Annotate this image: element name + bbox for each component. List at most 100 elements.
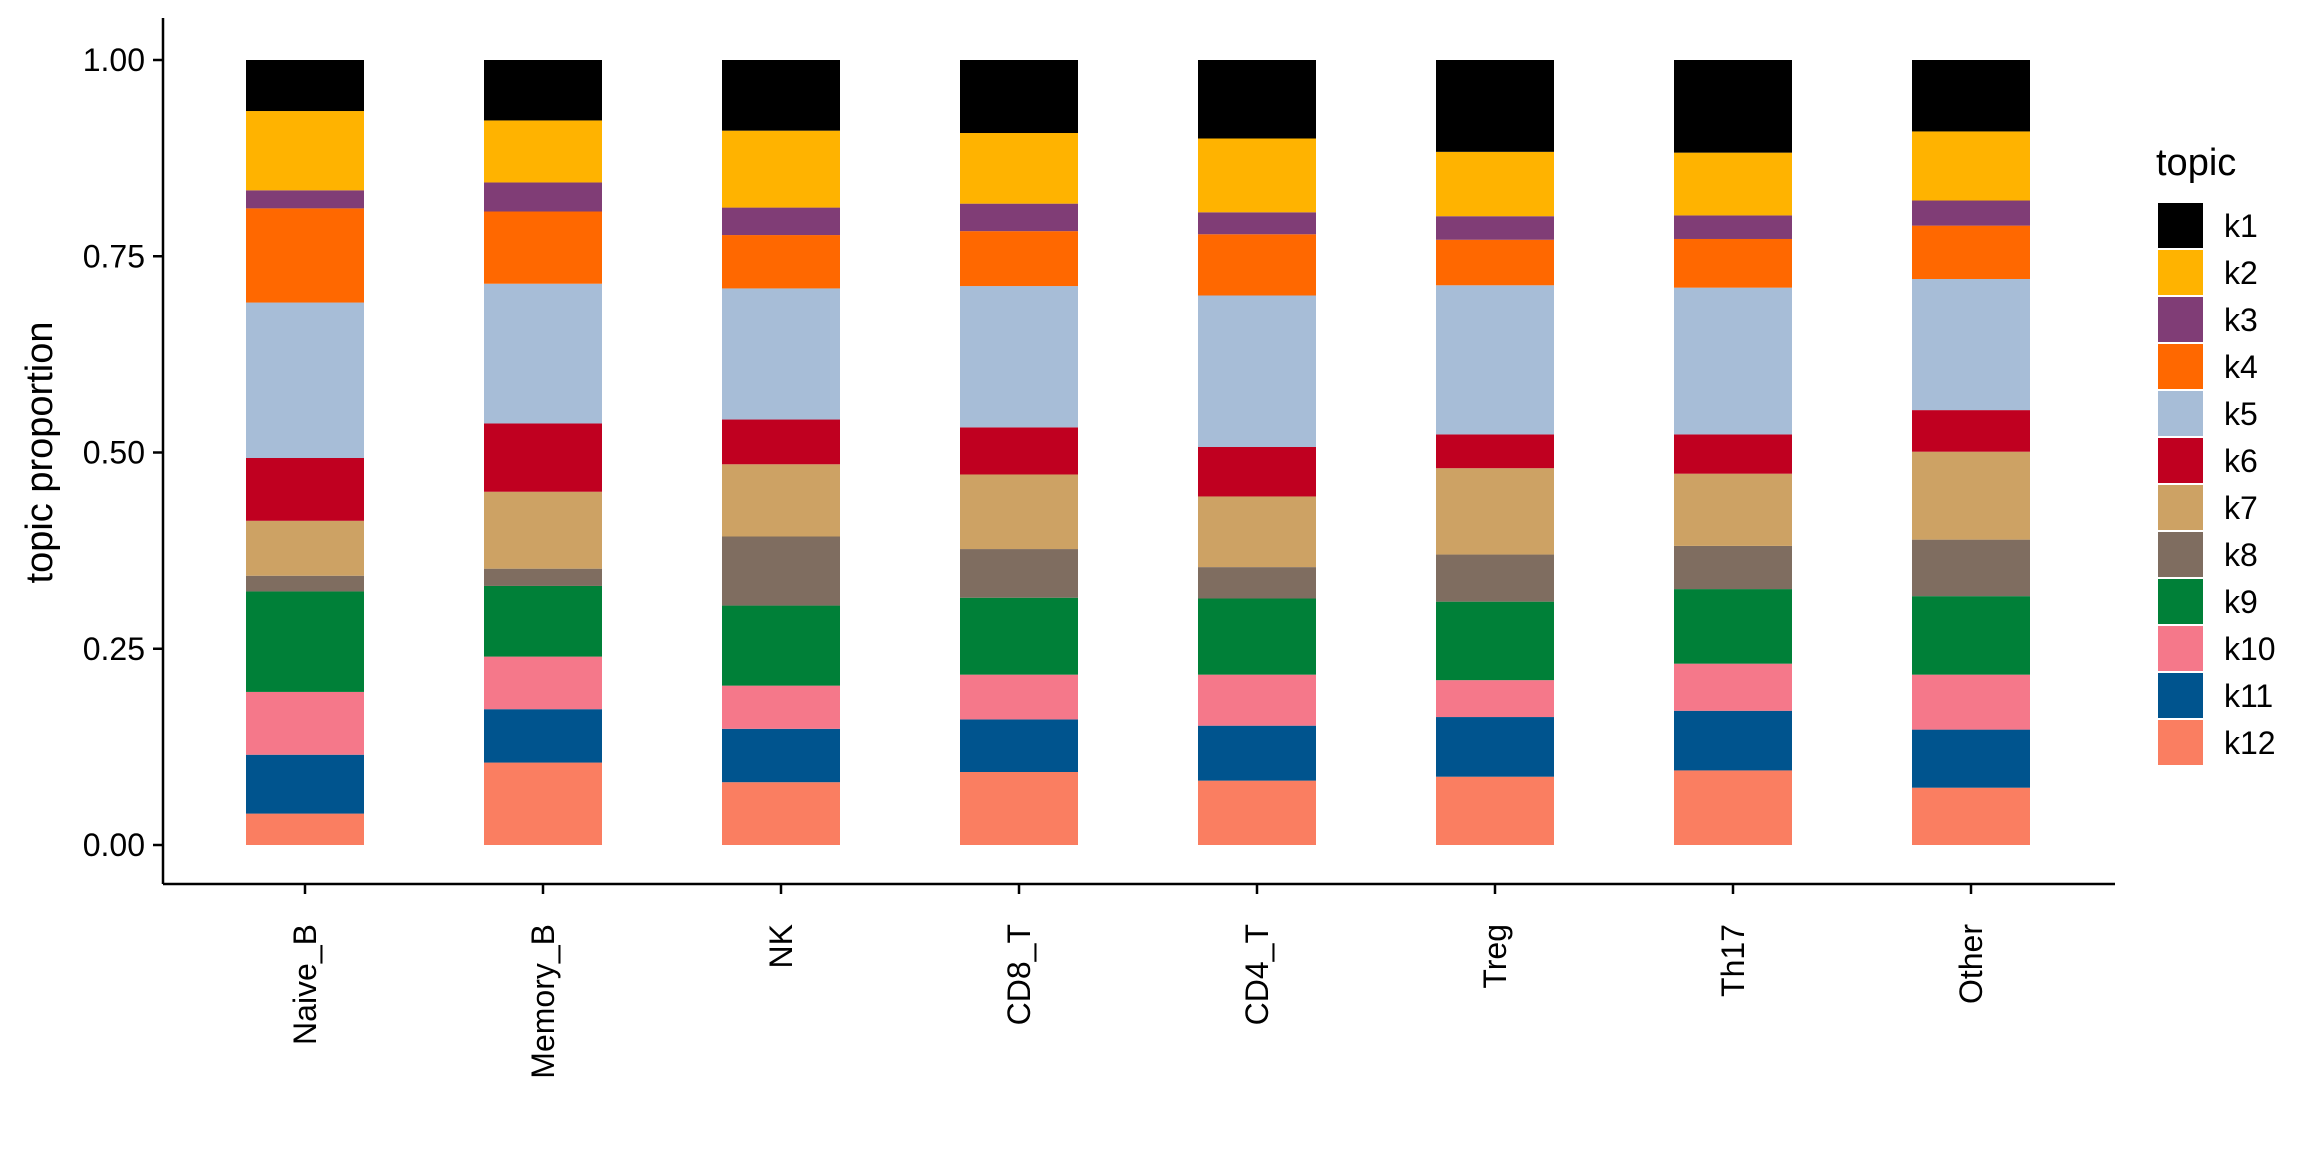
bar-Naive_B-k9 [246, 591, 364, 692]
bar-Other-k9 [1912, 596, 2030, 675]
legend-label-k12: k12 [2224, 725, 2276, 761]
legend-swatch-k7 [2158, 485, 2203, 530]
bar-NK-k4 [722, 235, 840, 289]
bar-CD4_T-k10 [1198, 674, 1316, 726]
bar-NK-k7 [722, 464, 840, 537]
bars-layer [246, 60, 2030, 845]
legend-item-k9: k9 [2158, 579, 2258, 624]
y-tick-label: 0.50 [83, 435, 145, 471]
legend-item-k6: k6 [2158, 438, 2258, 483]
x-tick-label-CD8_T: CD8_T [1001, 924, 1037, 1025]
legend-label-k2: k2 [2224, 255, 2258, 291]
bar-CD8_T-k7 [960, 474, 1078, 550]
legend-swatch-k10 [2158, 626, 2203, 671]
axes-layer: 0.00 0.25 0.50 0.75 1.00 Naive_B Memory_B NK CD8… [19, 18, 2115, 1079]
legend-swatch-k9 [2158, 579, 2203, 624]
bar-NK-k1 [722, 60, 840, 131]
bar-CD8_T-k12 [960, 771, 1078, 845]
bar-Treg-k10 [1436, 680, 1554, 718]
bar-CD8_T-k10 [960, 674, 1078, 720]
legend-swatch-k3 [2158, 297, 2203, 342]
bar-Other-k5 [1912, 279, 2030, 411]
legend-item-k7: k7 [2158, 485, 2258, 530]
bar-Treg-k7 [1436, 468, 1554, 555]
bar-Naive_B-k8 [246, 575, 364, 592]
bar-Memory_B-k8 [484, 568, 602, 586]
bar-Other-k12 [1912, 787, 2030, 845]
bar-CD4_T-k6 [1198, 447, 1316, 497]
bar-Treg-k4 [1436, 239, 1554, 286]
bar-NK-k6 [722, 419, 840, 465]
bar-Th17-k10 [1674, 663, 1792, 711]
bar-CD4_T-k12 [1198, 780, 1316, 845]
y-axis-title: topic proportion [19, 322, 61, 584]
legend-label-k9: k9 [2224, 584, 2258, 620]
bar-stack-Th17 [1674, 60, 1792, 845]
bar-Th17-k11 [1674, 710, 1792, 771]
bar-Naive_B-k12 [246, 813, 364, 845]
bar-stack-Memory_B [484, 60, 602, 845]
legend: topic k1 k2 k3 k4 k5 k6 k7 k8 k9 k10 k11 k12 [2156, 142, 2276, 765]
bar-Memory_B-k3 [484, 182, 602, 212]
legend-label-k4: k4 [2224, 349, 2258, 385]
bar-Th17-k1 [1674, 60, 1792, 153]
bar-Naive_B-k11 [246, 754, 364, 814]
bar-Memory_B-k4 [484, 211, 602, 284]
legend-swatch-k4 [2158, 344, 2203, 389]
x-tick-label-NK: NK [763, 924, 799, 968]
legend-item-k3: k3 [2158, 297, 2258, 342]
x-tick-label-Treg: Treg [1477, 924, 1513, 989]
bar-CD8_T-k2 [960, 133, 1078, 204]
bar-CD8_T-k4 [960, 231, 1078, 287]
bar-stack-Naive_B [246, 60, 364, 845]
bar-Th17-k5 [1674, 287, 1792, 435]
bar-Other-k1 [1912, 60, 2030, 132]
bar-CD8_T-k5 [960, 286, 1078, 428]
bar-CD8_T-k8 [960, 549, 1078, 598]
bar-NK-k2 [722, 130, 840, 208]
bar-Other-k8 [1912, 539, 2030, 597]
bar-Memory_B-k6 [484, 423, 602, 492]
legend-swatch-k6 [2158, 438, 2203, 483]
bar-CD8_T-k9 [960, 597, 1078, 675]
bar-Th17-k7 [1674, 473, 1792, 546]
bar-Memory_B-k1 [484, 60, 602, 121]
bar-Memory_B-k7 [484, 491, 602, 569]
x-tick-label-Memory_B: Memory_B [525, 924, 561, 1079]
bar-stack-CD8_T [960, 60, 1078, 845]
bar-CD8_T-k11 [960, 719, 1078, 772]
bar-CD4_T-k1 [1198, 60, 1316, 139]
bar-Treg-k1 [1436, 60, 1554, 152]
bar-Naive_B-k6 [246, 457, 364, 521]
x-tick-label-Th17: Th17 [1715, 924, 1751, 997]
bar-Th17-k4 [1674, 238, 1792, 288]
bar-Memory_B-k2 [484, 120, 602, 183]
bar-stack-CD4_T [1198, 60, 1316, 845]
x-tick-label-Other: Other [1953, 924, 1989, 1004]
bar-CD4_T-k4 [1198, 234, 1316, 296]
bar-Naive_B-k5 [246, 302, 364, 458]
bar-Other-k11 [1912, 729, 2030, 788]
bar-Naive_B-k3 [246, 190, 364, 209]
bar-NK-k9 [722, 605, 840, 686]
bar-CD4_T-k2 [1198, 138, 1316, 213]
bar-Th17-k8 [1674, 545, 1792, 590]
legend-item-k12: k12 [2158, 720, 2276, 765]
y-tick-label: 0.25 [83, 631, 145, 667]
bar-Other-k7 [1912, 451, 2030, 540]
x-tick-label-CD4_T: CD4_T [1239, 924, 1275, 1025]
bar-CD8_T-k3 [960, 203, 1078, 232]
bar-NK-k8 [722, 536, 840, 606]
bar-Th17-k6 [1674, 434, 1792, 474]
legend-label-k1: k1 [2224, 208, 2258, 244]
bar-Th17-k9 [1674, 589, 1792, 664]
bar-Naive_B-k7 [246, 520, 364, 576]
legend-item-k11: k11 [2158, 673, 2273, 718]
bar-Treg-k12 [1436, 776, 1554, 845]
bar-Naive_B-k2 [246, 111, 364, 191]
legend-swatch-k2 [2158, 250, 2203, 295]
bar-stack-Treg [1436, 60, 1554, 845]
legend-item-k8: k8 [2158, 532, 2258, 577]
legend-label-k7: k7 [2224, 490, 2258, 526]
